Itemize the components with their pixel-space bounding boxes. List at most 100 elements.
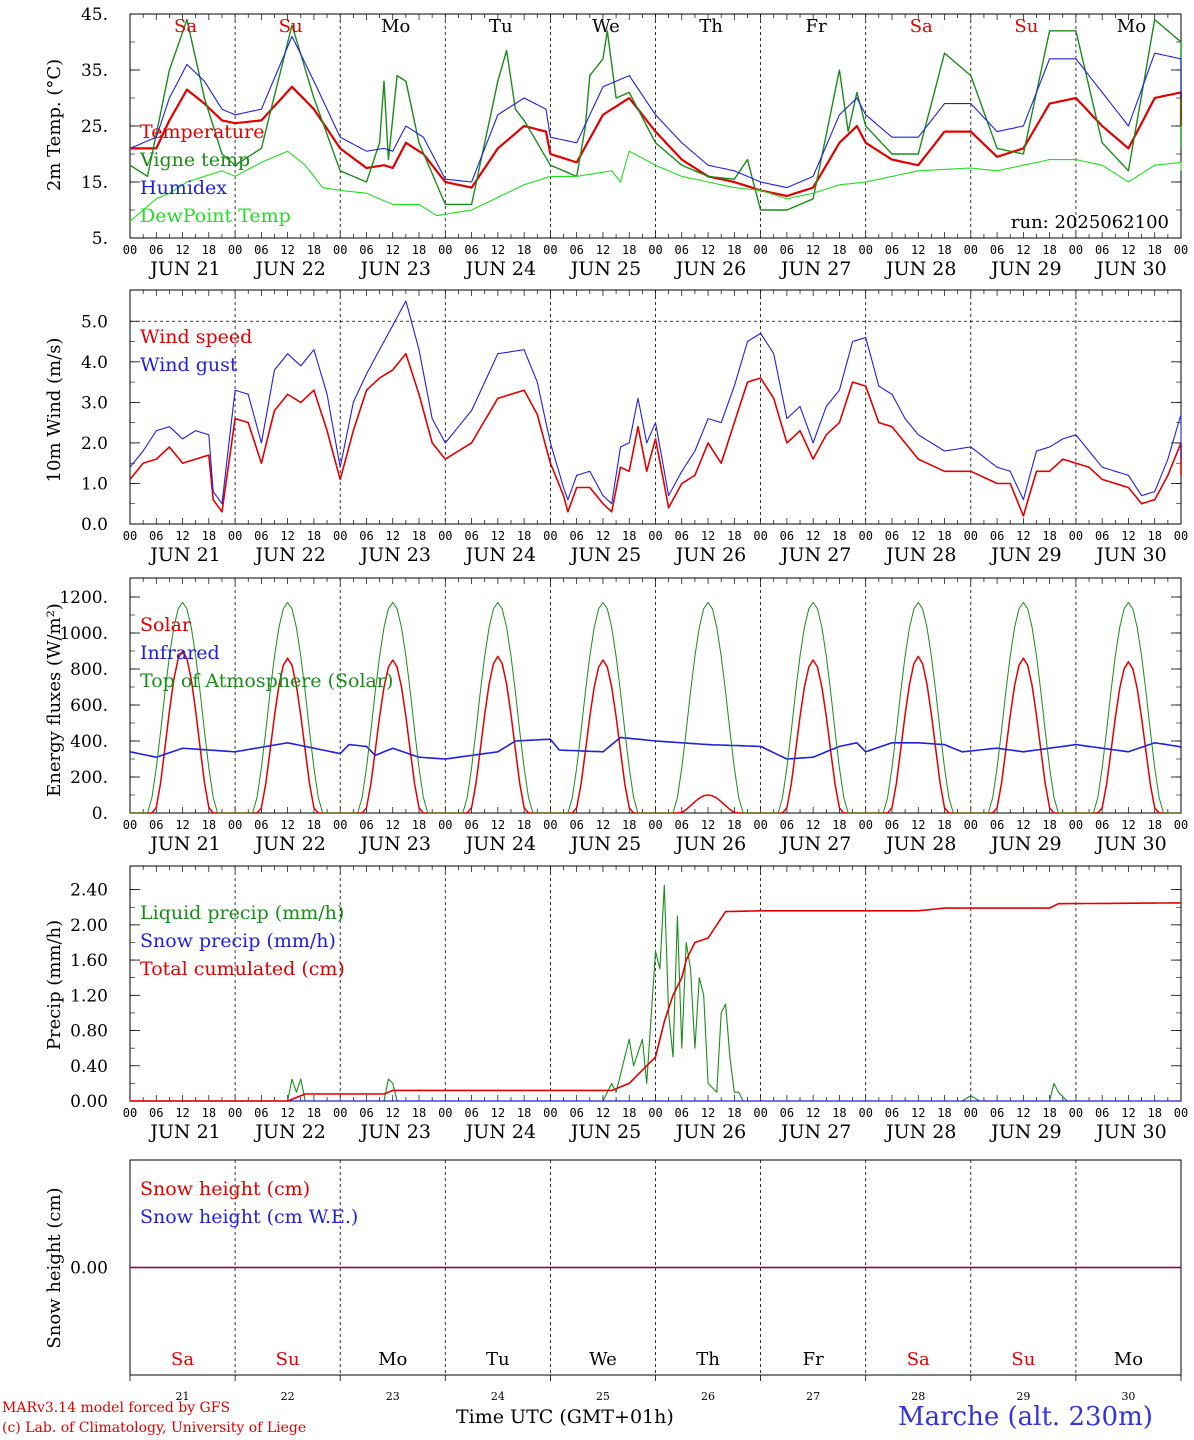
x-hour-label: 00 xyxy=(123,1106,137,1120)
x-hour-label: 06 xyxy=(1095,818,1109,832)
day-name: Th xyxy=(696,1349,720,1370)
x-hour-label: 06 xyxy=(149,1106,163,1120)
x-hour-label: 18 xyxy=(1147,243,1161,257)
x-date-label: JUN 28 xyxy=(884,258,956,280)
y-tick-label: 400. xyxy=(70,732,108,752)
x-hour-label: 18 xyxy=(622,243,636,257)
x-hour-label: 12 xyxy=(175,529,189,543)
x-date-label: JUN 28 xyxy=(884,833,956,855)
x-hour-label: 18 xyxy=(622,1106,636,1120)
legend-entry: Solar xyxy=(140,614,192,636)
x-hour-label: 06 xyxy=(569,243,583,257)
x-hour-label: 18 xyxy=(412,529,426,543)
x-hour-label: 00 xyxy=(123,529,137,543)
x-day-number: 29 xyxy=(1016,1390,1030,1403)
y-tick-label: 600. xyxy=(70,696,108,716)
x-hour-label: 00 xyxy=(543,243,557,257)
x-hour-label: 06 xyxy=(1095,243,1109,257)
x-date-label: JUN 29 xyxy=(989,1121,1061,1143)
legend-entry: Top of Atmosphere (Solar) xyxy=(140,670,393,692)
x-hour-label: 00 xyxy=(1069,1106,1083,1120)
x-hour-label: 18 xyxy=(622,529,636,543)
y-tick-label: 0.80 xyxy=(70,1022,108,1042)
x-hour-label: 00 xyxy=(648,243,662,257)
x-day-number: 21 xyxy=(176,1390,190,1403)
x-date-label: JUN 21 xyxy=(148,544,220,566)
x-hour-label: 00 xyxy=(438,243,452,257)
x-hour-label: 00 xyxy=(438,529,452,543)
x-hour-label: 00 xyxy=(648,818,662,832)
x-hour-label: 06 xyxy=(254,818,268,832)
legend-entry: Snow precip (mm/h) xyxy=(140,930,336,952)
x-hour-label: 00 xyxy=(543,818,557,832)
x-hour-label: 06 xyxy=(990,818,1004,832)
x-hour-label: 18 xyxy=(1042,243,1056,257)
day-name: We xyxy=(589,1349,617,1370)
x-hour-label: 18 xyxy=(202,529,216,543)
y-tick-label: 4.0 xyxy=(81,353,108,373)
x-hour-label: 00 xyxy=(1069,818,1083,832)
series-line-humidex xyxy=(129,35,1182,189)
x-hour-label: 18 xyxy=(412,818,426,832)
x-hour-label: 06 xyxy=(990,243,1004,257)
day-name: Fr xyxy=(803,1349,824,1370)
model-credit: MARv3.14 model forced by GFS xyxy=(2,1400,231,1416)
x-hour-label: 18 xyxy=(937,529,951,543)
x-date-label: JUN 22 xyxy=(253,833,325,855)
x-hour-label: 00 xyxy=(333,818,347,832)
day-name: Mo xyxy=(1117,16,1146,37)
x-hour-label: 06 xyxy=(464,1106,478,1120)
x-hour-label: 06 xyxy=(254,243,268,257)
x-hour-label: 12 xyxy=(491,1106,505,1120)
day-name: Tu xyxy=(486,1349,510,1370)
x-hour-label: 18 xyxy=(202,1106,216,1120)
x-hour-label: 18 xyxy=(1042,1106,1056,1120)
x-hour-label: 18 xyxy=(307,529,321,543)
x-hour-label: 18 xyxy=(307,818,321,832)
day-name: Mo xyxy=(1114,1349,1143,1370)
x-hour-label: 12 xyxy=(806,1106,820,1120)
x-hour-label: 18 xyxy=(307,243,321,257)
x-hour-label: 12 xyxy=(701,243,715,257)
x-hour-label: 12 xyxy=(491,243,505,257)
day-name: Mo xyxy=(381,16,410,37)
x-date-label: JUN 23 xyxy=(359,833,431,855)
x-hour-label: 06 xyxy=(569,1106,583,1120)
x-day-number: 27 xyxy=(806,1390,820,1403)
x-hour-label: 06 xyxy=(464,243,478,257)
x-hour-label: 06 xyxy=(780,529,794,543)
y-tick-label: 1.60 xyxy=(70,951,108,971)
x-date-label: JUN 30 xyxy=(1094,833,1166,855)
x-hour-label: 00 xyxy=(753,818,767,832)
y-tick-label: 2.00 xyxy=(70,916,108,936)
x-date-label: JUN 26 xyxy=(674,544,746,566)
x-hour-label: 00 xyxy=(1174,1106,1188,1120)
legend-entry: Snow height (cm) xyxy=(140,1178,310,1200)
day-name: Su xyxy=(1014,16,1038,37)
x-hour-label: 06 xyxy=(675,818,689,832)
y-tick-label: 25. xyxy=(81,117,108,137)
x-hour-label: 18 xyxy=(727,818,741,832)
x-hour-label: 12 xyxy=(911,1106,925,1120)
y-tick-label: 200. xyxy=(70,768,108,788)
x-hour-label: 06 xyxy=(675,1106,689,1120)
x-hour-label: 00 xyxy=(438,1106,452,1120)
x-hour-label: 12 xyxy=(280,818,294,832)
x-date-label: JUN 28 xyxy=(884,544,956,566)
run-annotation: run: 2025062100 xyxy=(1011,212,1169,233)
x-hour-label: 18 xyxy=(1147,1106,1161,1120)
x-hour-label: 18 xyxy=(1147,818,1161,832)
x-date-label: JUN 26 xyxy=(674,258,746,280)
legend-entry: Temperature xyxy=(140,121,264,143)
x-hour-label: 00 xyxy=(123,818,137,832)
x-hour-label: 12 xyxy=(1121,1106,1135,1120)
x-hour-label: 12 xyxy=(280,243,294,257)
x-hour-label: 18 xyxy=(832,529,846,543)
x-hour-label: 06 xyxy=(780,1106,794,1120)
x-hour-label: 00 xyxy=(1069,529,1083,543)
x-hour-label: 00 xyxy=(753,243,767,257)
x-axis-title: Time UTC (GMT+01h) xyxy=(456,1406,674,1428)
x-hour-label: 06 xyxy=(1095,529,1109,543)
x-hour-label: 18 xyxy=(412,243,426,257)
y-tick-label: 0.00 xyxy=(70,1092,108,1112)
